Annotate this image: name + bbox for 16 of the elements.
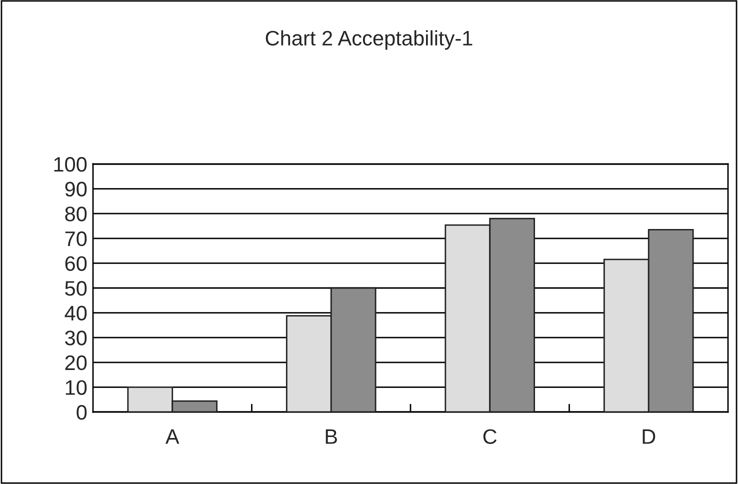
y-tick-label: 70	[65, 231, 87, 246]
y-tick-label: 60	[65, 256, 87, 271]
y-tick-label: 90	[65, 182, 87, 197]
y-tick-label: 30	[65, 330, 87, 346]
y-tick-label: 40	[64, 306, 87, 321]
x-tick-label: A	[165, 429, 180, 444]
x-tick-label: C	[483, 429, 497, 444]
x-tick-label: B	[326, 429, 337, 444]
y-tick-label: 100	[54, 157, 87, 172]
y-tick-label: 20	[65, 355, 87, 370]
chart-title: Chart 2 Acceptability-1	[266, 30, 472, 50]
x-tick-label: D	[642, 429, 656, 444]
y-tick-label: 0	[76, 405, 87, 420]
y-tick-label: 50	[65, 281, 87, 296]
y-tick-label: 10	[66, 380, 87, 395]
y-tick-label: 80	[65, 206, 87, 222]
